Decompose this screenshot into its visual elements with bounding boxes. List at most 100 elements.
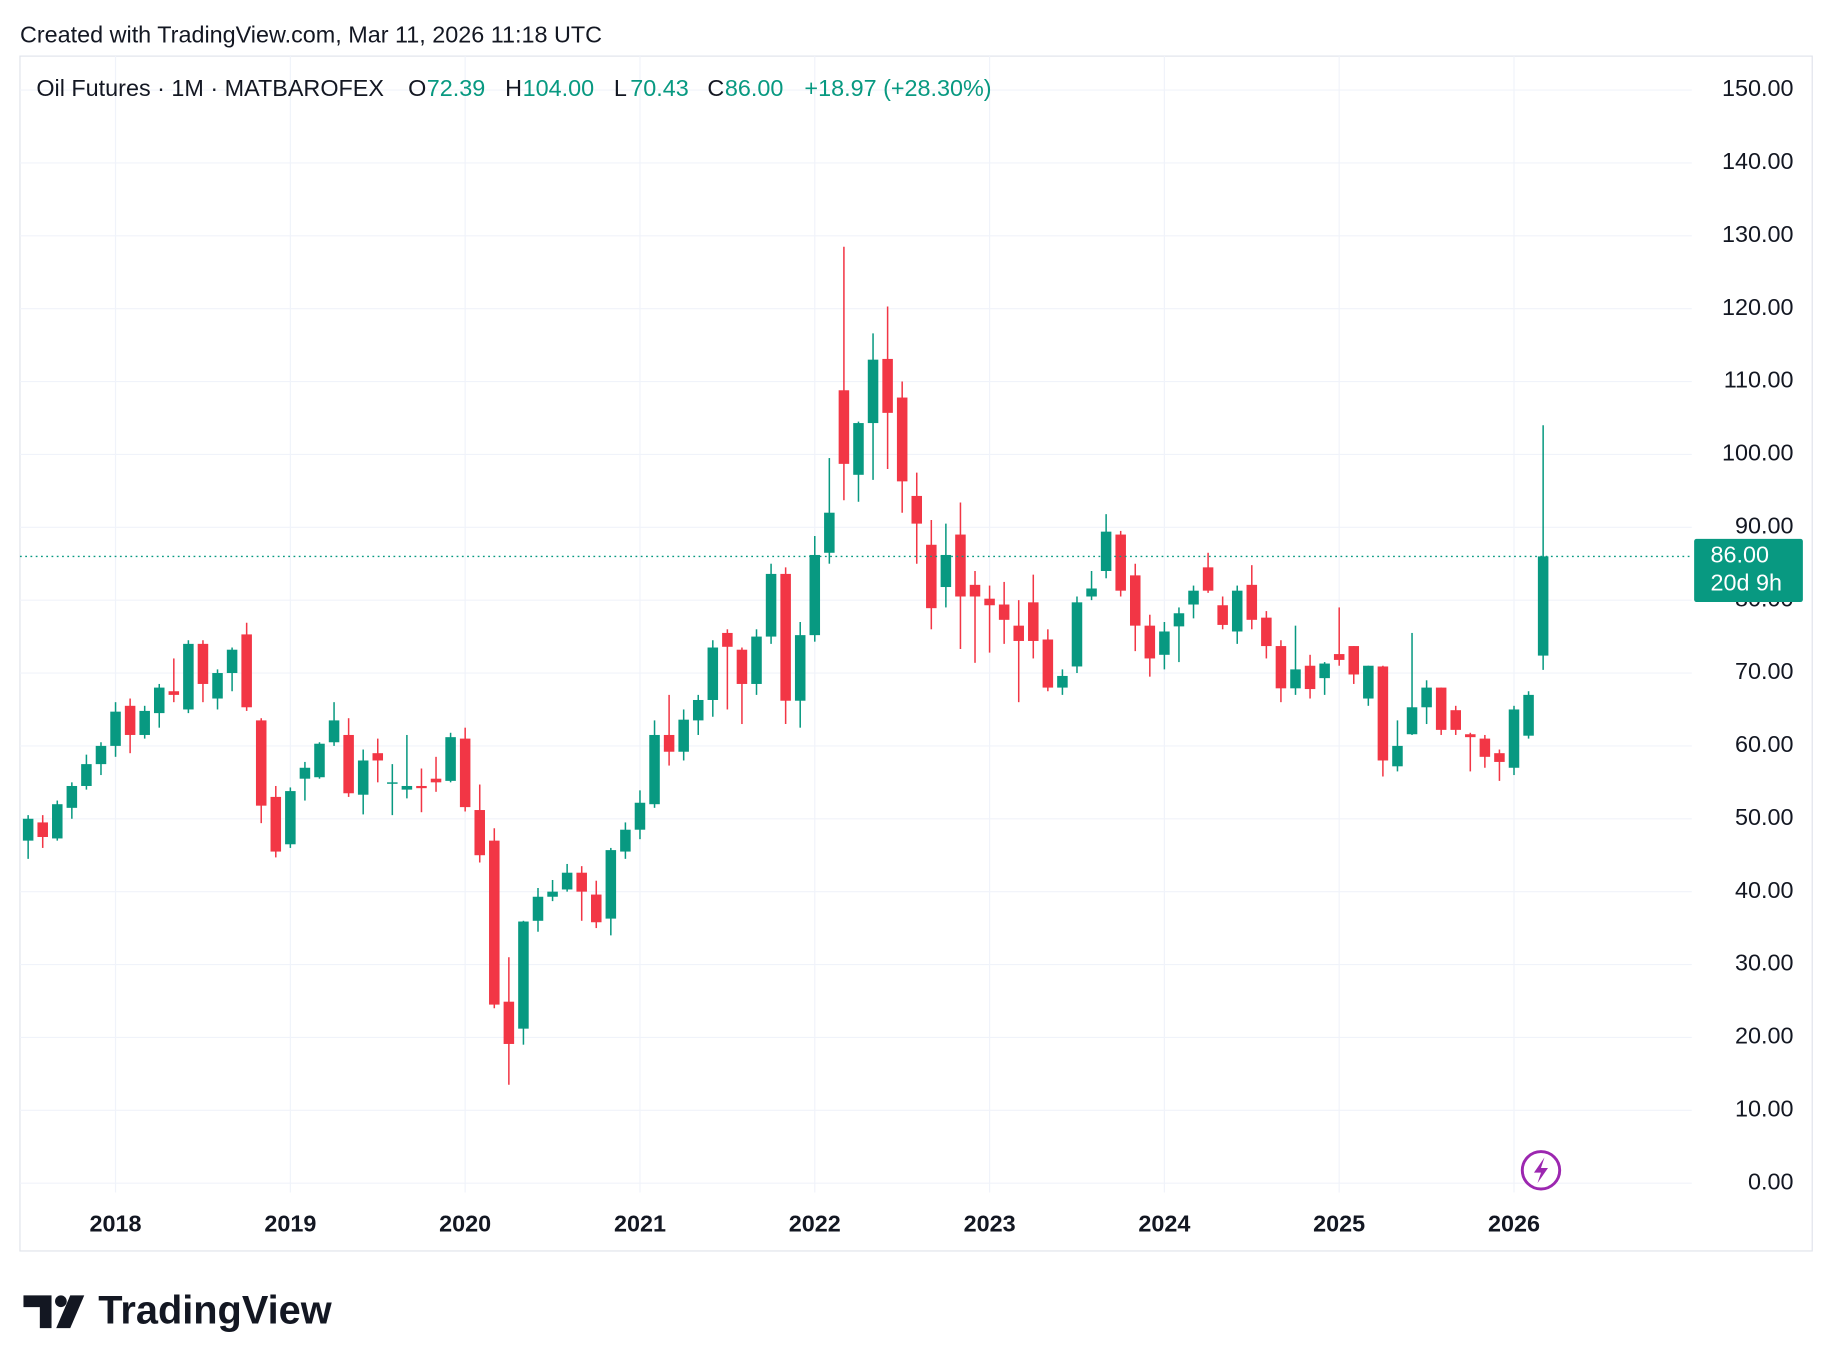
x-tick-label: 2023 — [964, 1210, 1016, 1236]
chart-frame — [19, 55, 1813, 1252]
candle-body — [780, 573, 791, 701]
candle-body — [1290, 669, 1301, 689]
candle-body — [66, 785, 78, 808]
candle-body — [1450, 710, 1461, 730]
y-tick-label: 0.00 — [1748, 1168, 1794, 1194]
candle-body — [197, 643, 209, 684]
candle-body — [1523, 694, 1534, 736]
candle-body — [722, 632, 733, 647]
candle-body — [299, 767, 311, 779]
candle-body — [882, 358, 893, 413]
candle-body — [794, 635, 806, 701]
legend: Oil Futures · 1M · MATBAROFEX O 72.39 H … — [36, 75, 991, 101]
candle-body — [1100, 531, 1112, 571]
candle-body — [911, 495, 923, 524]
candles — [22, 246, 1549, 1085]
candle-body — [1217, 605, 1228, 625]
candle-body — [95, 745, 107, 765]
candle-body — [110, 711, 121, 746]
candle-body — [37, 822, 48, 837]
candle-body — [459, 738, 471, 808]
candle-body — [678, 719, 689, 752]
candle-body — [1304, 665, 1316, 690]
candle-body — [1057, 675, 1068, 688]
candle-body — [926, 544, 937, 609]
y-tick-label: 40.00 — [1735, 877, 1794, 903]
candle-body — [1508, 709, 1520, 768]
candle-body — [1086, 588, 1097, 597]
candle-body — [809, 554, 821, 636]
candle-body — [1013, 625, 1024, 641]
candle-body — [649, 734, 660, 805]
candle-body — [1261, 617, 1272, 647]
candle-body — [707, 647, 719, 700]
y-tick-label: 30.00 — [1735, 950, 1794, 976]
candle-body — [1435, 687, 1447, 730]
brand-logo — [23, 1295, 85, 1329]
candle-body — [765, 573, 777, 637]
brand-name: TradingView — [98, 1288, 331, 1332]
candle-body — [561, 872, 573, 890]
y-tick-label: 140.00 — [1722, 148, 1794, 174]
x-tick-label: 2018 — [90, 1210, 142, 1236]
high-value: 104.00 — [523, 75, 595, 101]
open-key: O — [408, 75, 426, 101]
candle-body — [518, 921, 529, 1029]
candle-body — [838, 390, 850, 464]
candle-body — [1042, 639, 1054, 688]
candle-body — [474, 810, 485, 856]
x-tick-label: 2019 — [264, 1210, 316, 1236]
candle-body — [591, 894, 602, 923]
candle-body — [1275, 646, 1287, 689]
candle-body — [547, 891, 558, 897]
y-tick-label: 60.00 — [1735, 731, 1794, 757]
candle-body — [1115, 534, 1126, 591]
candle-body — [1144, 625, 1156, 659]
last-price-badge — [1694, 538, 1803, 603]
x-tick-label: 2026 — [1488, 1210, 1540, 1236]
candle-body — [314, 743, 325, 778]
candle-body — [736, 649, 748, 684]
candle-body — [1465, 734, 1476, 738]
y-tick-label: 120.00 — [1722, 294, 1794, 320]
x-tick-label: 2021 — [614, 1210, 666, 1236]
x-tick-label: 2022 — [789, 1210, 841, 1236]
candle-body — [969, 584, 981, 597]
candle-body — [532, 896, 544, 921]
candle-body — [896, 397, 908, 482]
candle-body — [1479, 738, 1491, 757]
last-price-label: 86.00 — [1711, 542, 1770, 568]
close-key: C — [707, 75, 724, 101]
candle-body — [81, 764, 92, 786]
candle-body — [372, 753, 384, 761]
events-icon[interactable] — [1520, 1150, 1562, 1191]
candle-body — [955, 534, 966, 597]
watermark: Created with TradingView.com, Mar 11, 20… — [20, 21, 602, 47]
candle-body — [285, 791, 296, 845]
candle-body — [1028, 602, 1039, 641]
candle-body — [984, 598, 995, 606]
candle-body — [663, 734, 675, 752]
candle-body — [1377, 666, 1389, 761]
candle-body — [1319, 663, 1330, 679]
countdown: 20d 9h — [1711, 570, 1783, 596]
candle-body — [1392, 745, 1403, 767]
candle-body — [241, 634, 252, 708]
open-value: 72.39 — [427, 75, 486, 101]
low-key: L — [614, 75, 627, 101]
candle-body — [824, 512, 835, 553]
candle-body — [22, 818, 34, 841]
candle-body — [867, 359, 879, 424]
candle-body — [1188, 590, 1199, 605]
y-tick-label: 150.00 — [1722, 75, 1794, 101]
x-tick-label: 2020 — [439, 1210, 491, 1236]
candle-body — [183, 643, 194, 710]
candle-body — [357, 760, 369, 795]
candle-body — [1537, 556, 1549, 656]
high-key: H — [505, 75, 522, 101]
y-tick-label: 100.00 — [1722, 440, 1794, 466]
symbol: Oil Futures · 1M · MATBAROFEX — [36, 75, 384, 101]
candle-body — [52, 804, 63, 839]
candle-body — [1202, 567, 1214, 591]
candle-body — [343, 734, 354, 794]
